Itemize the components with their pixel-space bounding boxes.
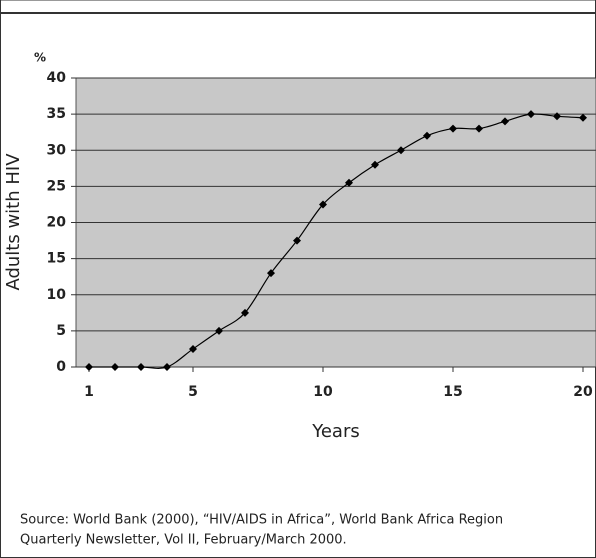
x-tick-label: 20 xyxy=(573,384,593,400)
y-unit: % xyxy=(34,51,46,65)
y-tick-label: 5 xyxy=(56,323,66,339)
source-line: Quarterly Newsletter, Vol II, February/M… xyxy=(20,533,347,548)
source-line: Source: World Bank (2000), “HIV/AIDS in … xyxy=(20,513,503,528)
y-axis-label: Adults with HIV xyxy=(3,153,24,291)
y-tick-label: 35 xyxy=(47,106,66,122)
point xyxy=(527,110,535,119)
point xyxy=(189,344,197,353)
point xyxy=(137,363,145,371)
x-tick-label: 5 xyxy=(188,384,198,400)
point xyxy=(215,326,223,335)
y-tick-label: 40 xyxy=(47,70,67,86)
x-tick-label: 10 xyxy=(313,384,333,400)
point xyxy=(371,160,379,169)
point xyxy=(475,124,483,133)
point xyxy=(293,236,301,245)
point xyxy=(423,131,431,140)
point xyxy=(267,269,275,278)
y-tick-label: 15 xyxy=(47,251,66,267)
point xyxy=(85,363,93,371)
y-tick-label: 10 xyxy=(47,287,67,303)
x-tick-label: 1 xyxy=(84,384,94,400)
x-tick-label: 15 xyxy=(443,384,462,400)
point xyxy=(449,124,457,133)
point xyxy=(241,308,249,317)
y-tick-label: 0 xyxy=(56,359,66,375)
point xyxy=(501,117,509,126)
point xyxy=(345,178,353,187)
y-tick-label: 25 xyxy=(47,178,66,194)
point xyxy=(319,200,327,209)
point xyxy=(553,112,561,121)
y-tick-label: 20 xyxy=(47,215,67,231)
point xyxy=(397,146,405,155)
y-tick-label: 30 xyxy=(47,142,67,158)
x-axis-label: Years xyxy=(311,421,360,442)
point xyxy=(111,363,119,371)
point xyxy=(579,113,587,122)
point xyxy=(163,363,171,371)
